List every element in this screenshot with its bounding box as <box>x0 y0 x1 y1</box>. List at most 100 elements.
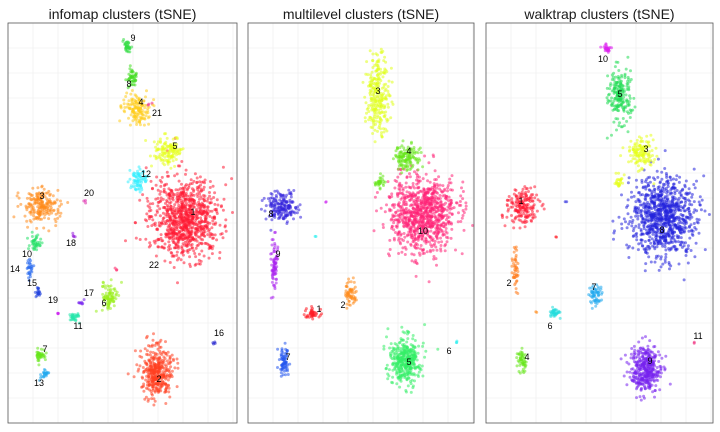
point <box>409 390 413 394</box>
point <box>368 49 372 53</box>
point <box>179 232 183 236</box>
point <box>449 221 453 225</box>
point <box>128 64 132 68</box>
point <box>295 211 299 215</box>
cluster-5 <box>144 132 185 170</box>
point <box>185 226 189 230</box>
point <box>419 209 423 213</box>
point <box>72 235 76 239</box>
cluster-label: 2 <box>340 300 345 310</box>
point <box>102 304 106 308</box>
point <box>407 367 411 371</box>
point <box>380 51 384 55</box>
point <box>145 219 149 223</box>
point <box>104 291 108 295</box>
point <box>405 340 409 344</box>
point <box>406 337 410 341</box>
point <box>450 188 454 192</box>
point <box>194 237 198 241</box>
point <box>402 239 405 242</box>
cluster-label: 12 <box>141 169 151 179</box>
point <box>106 303 110 307</box>
point <box>389 342 393 346</box>
point <box>214 221 218 225</box>
point <box>36 359 40 362</box>
point <box>373 101 377 105</box>
point <box>153 343 157 347</box>
cluster-7 <box>35 346 48 367</box>
point <box>283 341 287 345</box>
cluster-20 <box>82 199 88 205</box>
point <box>398 340 402 344</box>
point <box>688 236 692 240</box>
point <box>376 73 380 77</box>
point <box>435 263 438 267</box>
point <box>35 192 39 196</box>
point <box>144 95 147 99</box>
point <box>419 201 423 205</box>
point <box>210 247 214 251</box>
point <box>432 208 436 212</box>
point <box>405 376 409 380</box>
point <box>171 193 175 197</box>
point <box>153 372 157 376</box>
point <box>184 209 188 213</box>
point <box>147 217 151 221</box>
point <box>404 185 408 189</box>
point <box>174 158 178 161</box>
point <box>410 210 414 214</box>
point <box>167 240 171 244</box>
point <box>209 197 213 201</box>
point <box>432 182 436 186</box>
point <box>412 199 416 203</box>
point <box>413 228 416 232</box>
point <box>109 298 113 302</box>
point <box>231 211 234 214</box>
point <box>685 250 689 254</box>
point <box>133 349 137 353</box>
point <box>144 139 148 142</box>
point <box>46 208 50 212</box>
point <box>276 347 280 351</box>
point <box>137 109 141 113</box>
point <box>203 241 207 245</box>
point <box>353 291 357 294</box>
point <box>164 402 168 405</box>
point <box>181 195 185 199</box>
point <box>382 114 386 118</box>
point <box>448 177 452 181</box>
point <box>152 332 155 336</box>
point <box>413 373 417 377</box>
point <box>668 267 671 271</box>
point <box>297 208 301 212</box>
point <box>157 356 161 360</box>
point <box>138 364 142 368</box>
point <box>187 236 191 240</box>
point <box>347 299 351 303</box>
point <box>386 105 390 109</box>
point <box>444 227 448 230</box>
point <box>138 167 142 171</box>
point <box>404 390 408 394</box>
point <box>144 395 148 399</box>
point <box>396 167 400 171</box>
point <box>374 119 378 123</box>
point <box>188 255 192 259</box>
point <box>397 238 401 242</box>
point <box>158 137 162 141</box>
point <box>165 144 169 148</box>
point <box>267 214 271 218</box>
point <box>345 285 349 289</box>
point <box>128 168 132 172</box>
point <box>412 253 416 257</box>
point <box>36 346 40 350</box>
point <box>189 239 193 243</box>
point <box>690 193 694 196</box>
point <box>154 213 158 217</box>
point <box>373 114 376 118</box>
point <box>166 158 170 162</box>
point <box>426 179 430 183</box>
point <box>402 146 406 150</box>
point <box>417 148 421 152</box>
point <box>162 151 166 155</box>
